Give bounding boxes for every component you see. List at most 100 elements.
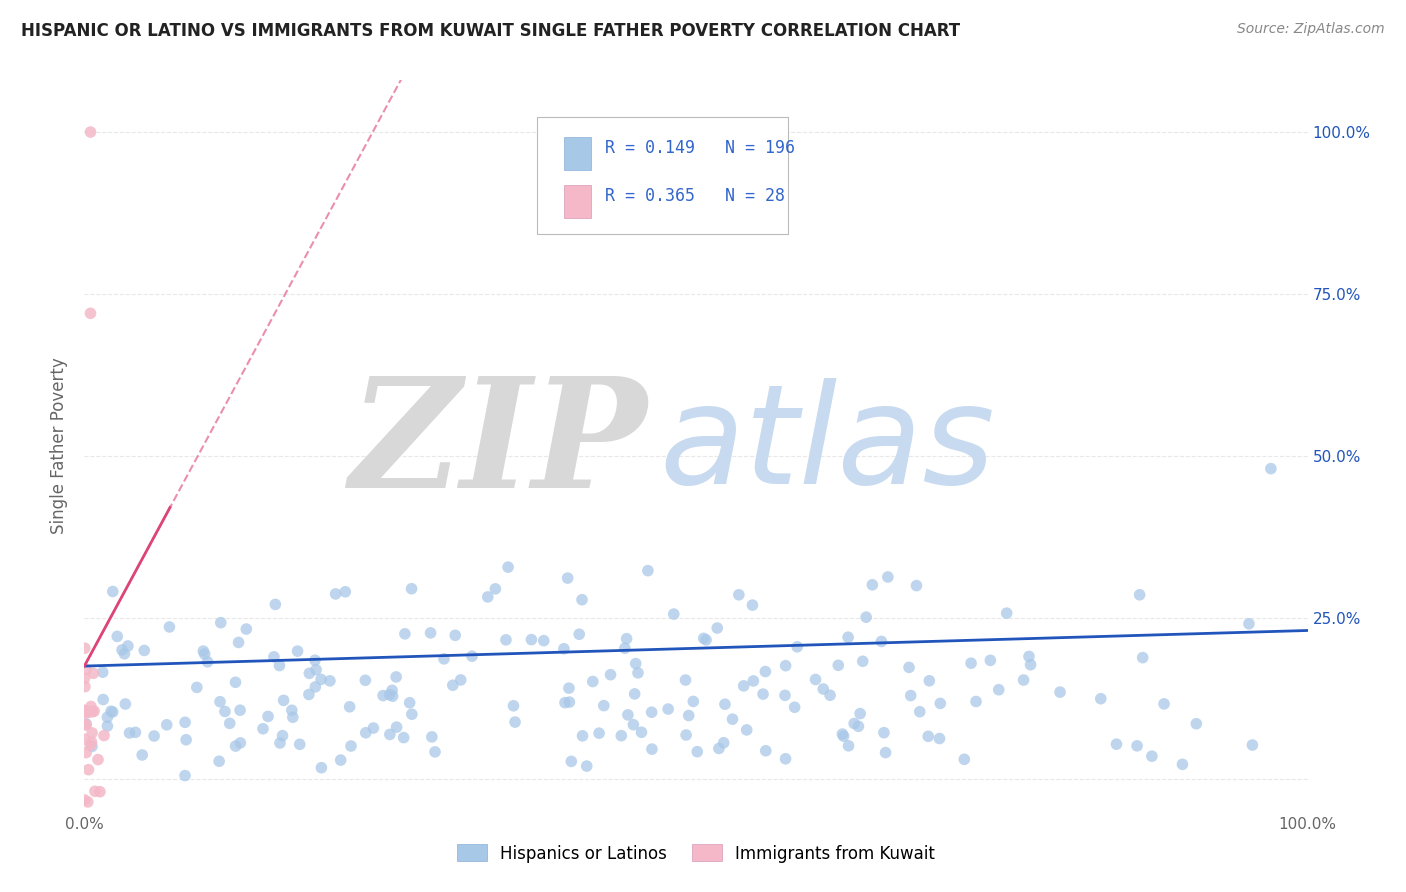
Point [741,598,763,612]
Point [1049,685,1071,699]
Point [252,722,274,736]
Point [714,697,737,711]
Point [304,680,326,694]
Point [1012,673,1035,687]
Point [363,721,385,735]
Point [124,725,146,739]
Point [73,641,96,656]
Point [692,632,714,646]
Point [73,732,96,747]
Point [228,635,250,649]
Point [873,725,896,739]
Point [640,705,662,719]
Point [394,627,416,641]
Point [80,699,103,714]
Point [385,670,408,684]
Point [1129,588,1152,602]
Point [84,784,107,798]
Point [870,634,893,648]
Point [309,673,332,687]
Point [378,688,401,702]
Point [1090,691,1112,706]
Point [1185,716,1208,731]
Point [755,744,778,758]
Point [520,632,543,647]
Point [174,715,197,730]
Point [775,752,797,766]
Point [76,795,98,809]
Point [75,704,97,718]
Point [401,707,423,722]
Point [381,689,404,703]
Point [1153,697,1175,711]
Point [76,705,98,719]
Point [101,705,124,719]
Point [156,718,179,732]
Point [929,697,952,711]
Point [496,560,519,574]
Point [917,729,939,743]
Point [111,643,134,657]
Point [423,745,446,759]
Point [995,606,1018,620]
Point [623,687,645,701]
Point [837,630,859,644]
Point [682,694,704,708]
Point [157,620,180,634]
Point [979,653,1001,667]
Point [229,736,252,750]
Point [678,708,700,723]
Point [197,655,219,669]
Text: ZIP: ZIP [349,371,647,521]
Point [329,753,352,767]
Point [79,738,101,752]
Point [131,747,153,762]
Point [75,718,97,732]
Point [208,695,231,709]
Point [554,696,576,710]
Point [502,698,524,713]
Point [420,730,443,744]
Point [754,665,776,679]
Point [186,681,208,695]
Point [831,727,853,741]
Point [610,729,633,743]
Point [675,728,697,742]
Point [392,731,415,745]
Point [637,564,659,578]
Point [477,590,499,604]
Point [875,746,897,760]
Point [114,697,136,711]
Point [80,739,103,754]
Point [855,610,877,624]
Point [73,717,96,731]
Point [76,706,98,720]
Text: atlas: atlas [659,378,995,514]
Text: Source: ZipAtlas.com: Source: ZipAtlas.com [1237,22,1385,37]
Point [617,707,640,722]
Point [224,675,246,690]
Point [83,704,105,718]
Point [657,702,679,716]
Point [1140,749,1163,764]
Point [905,579,928,593]
Point [898,660,921,674]
Point [433,652,456,666]
Point [450,673,472,687]
Point [848,719,870,733]
Point [335,584,357,599]
Point [225,739,247,753]
Point [844,716,866,731]
Point [960,656,983,670]
Point [235,622,257,636]
Point [613,641,636,656]
Text: R = 0.365   N = 28: R = 0.365 N = 28 [606,186,786,205]
Point [804,673,827,687]
Point [80,735,103,749]
Point [860,578,883,592]
Point [77,763,100,777]
Point [1237,616,1260,631]
Point [783,700,806,714]
Point [1105,737,1128,751]
Point [75,717,97,731]
